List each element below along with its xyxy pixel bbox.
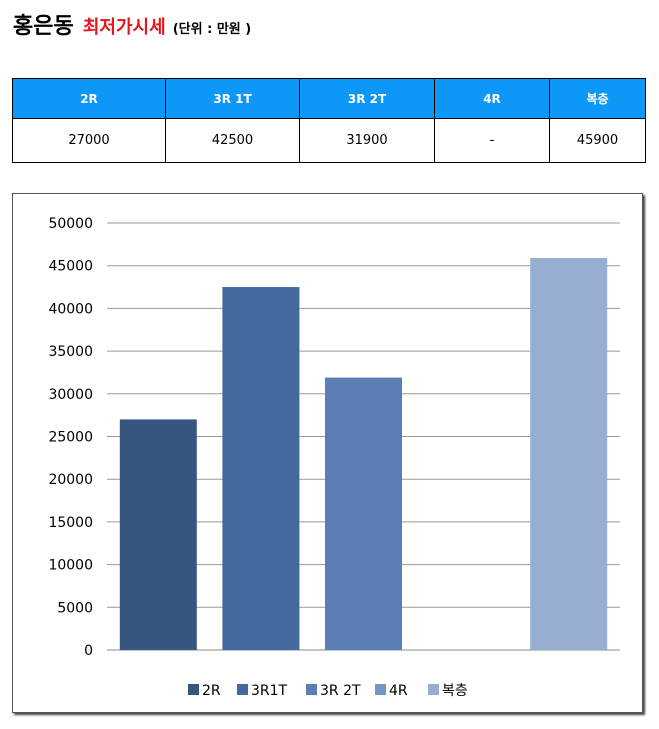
bar (119, 419, 197, 650)
column-header: 3R 2T (299, 78, 435, 119)
legend-label: 4R (389, 683, 408, 699)
legend-label: 3R 2T (320, 683, 361, 699)
legend-swatch (375, 684, 386, 695)
legend-label: 복층 (442, 683, 468, 699)
table-cell: 42500 (165, 118, 300, 163)
legend-label: 3R1T (251, 683, 288, 699)
legend-label: 2R (202, 683, 221, 699)
column-header: 2R (12, 78, 166, 119)
y-tick-label: 40000 (48, 301, 93, 317)
legend-swatch (306, 684, 317, 695)
column-header: 4R (434, 78, 550, 119)
y-tick-label: 0 (84, 643, 93, 659)
title-area: 홍은동 (13, 14, 74, 39)
bar-chart: 0 5000 10000 15000 20000 25000 30000 35000 40000… (48, 216, 620, 699)
title-lowest-price: 최저가시세 (82, 17, 166, 38)
table-cell: - (434, 118, 550, 163)
bar (325, 377, 402, 650)
table-cell: 27000 (12, 118, 166, 163)
table-cell: 31900 (299, 118, 435, 163)
y-tick-label: 50000 (48, 216, 93, 232)
y-tick-label: 35000 (48, 344, 93, 360)
y-tick-label: 20000 (48, 472, 93, 488)
y-tick-label: 25000 (48, 430, 93, 446)
page-title: 홍은동 최저가시세 (단위 : 만원 ) (13, 12, 251, 45)
y-tick-label: 30000 (48, 387, 93, 403)
column-header: 3R 1T (165, 78, 300, 119)
y-tick-label: 10000 (48, 558, 93, 574)
y-tick-label: 15000 (48, 515, 93, 531)
table-header-row: 2R 3R 1T 3R 2T 4R 복층 (12, 78, 646, 119)
legend-swatch (428, 684, 439, 695)
table-row: 27000 42500 31900 - 45900 (12, 118, 646, 163)
column-header: 복층 (549, 78, 646, 119)
price-table: 2R 3R 1T 3R 2T 4R 복층 27000 42500 31900 -… (12, 78, 646, 163)
y-tick-label: 45000 (48, 259, 93, 275)
bar (530, 258, 608, 650)
table-cell: 45900 (549, 118, 646, 163)
title-unit: (단위 : 만원 ) (172, 22, 252, 37)
legend-swatch (188, 684, 199, 695)
legend-swatch (237, 684, 248, 695)
bar-chart-panel: 0 5000 10000 15000 20000 25000 30000 35000 40000… (12, 193, 643, 713)
y-tick-label: 5000 (57, 600, 93, 616)
bar (222, 287, 300, 650)
